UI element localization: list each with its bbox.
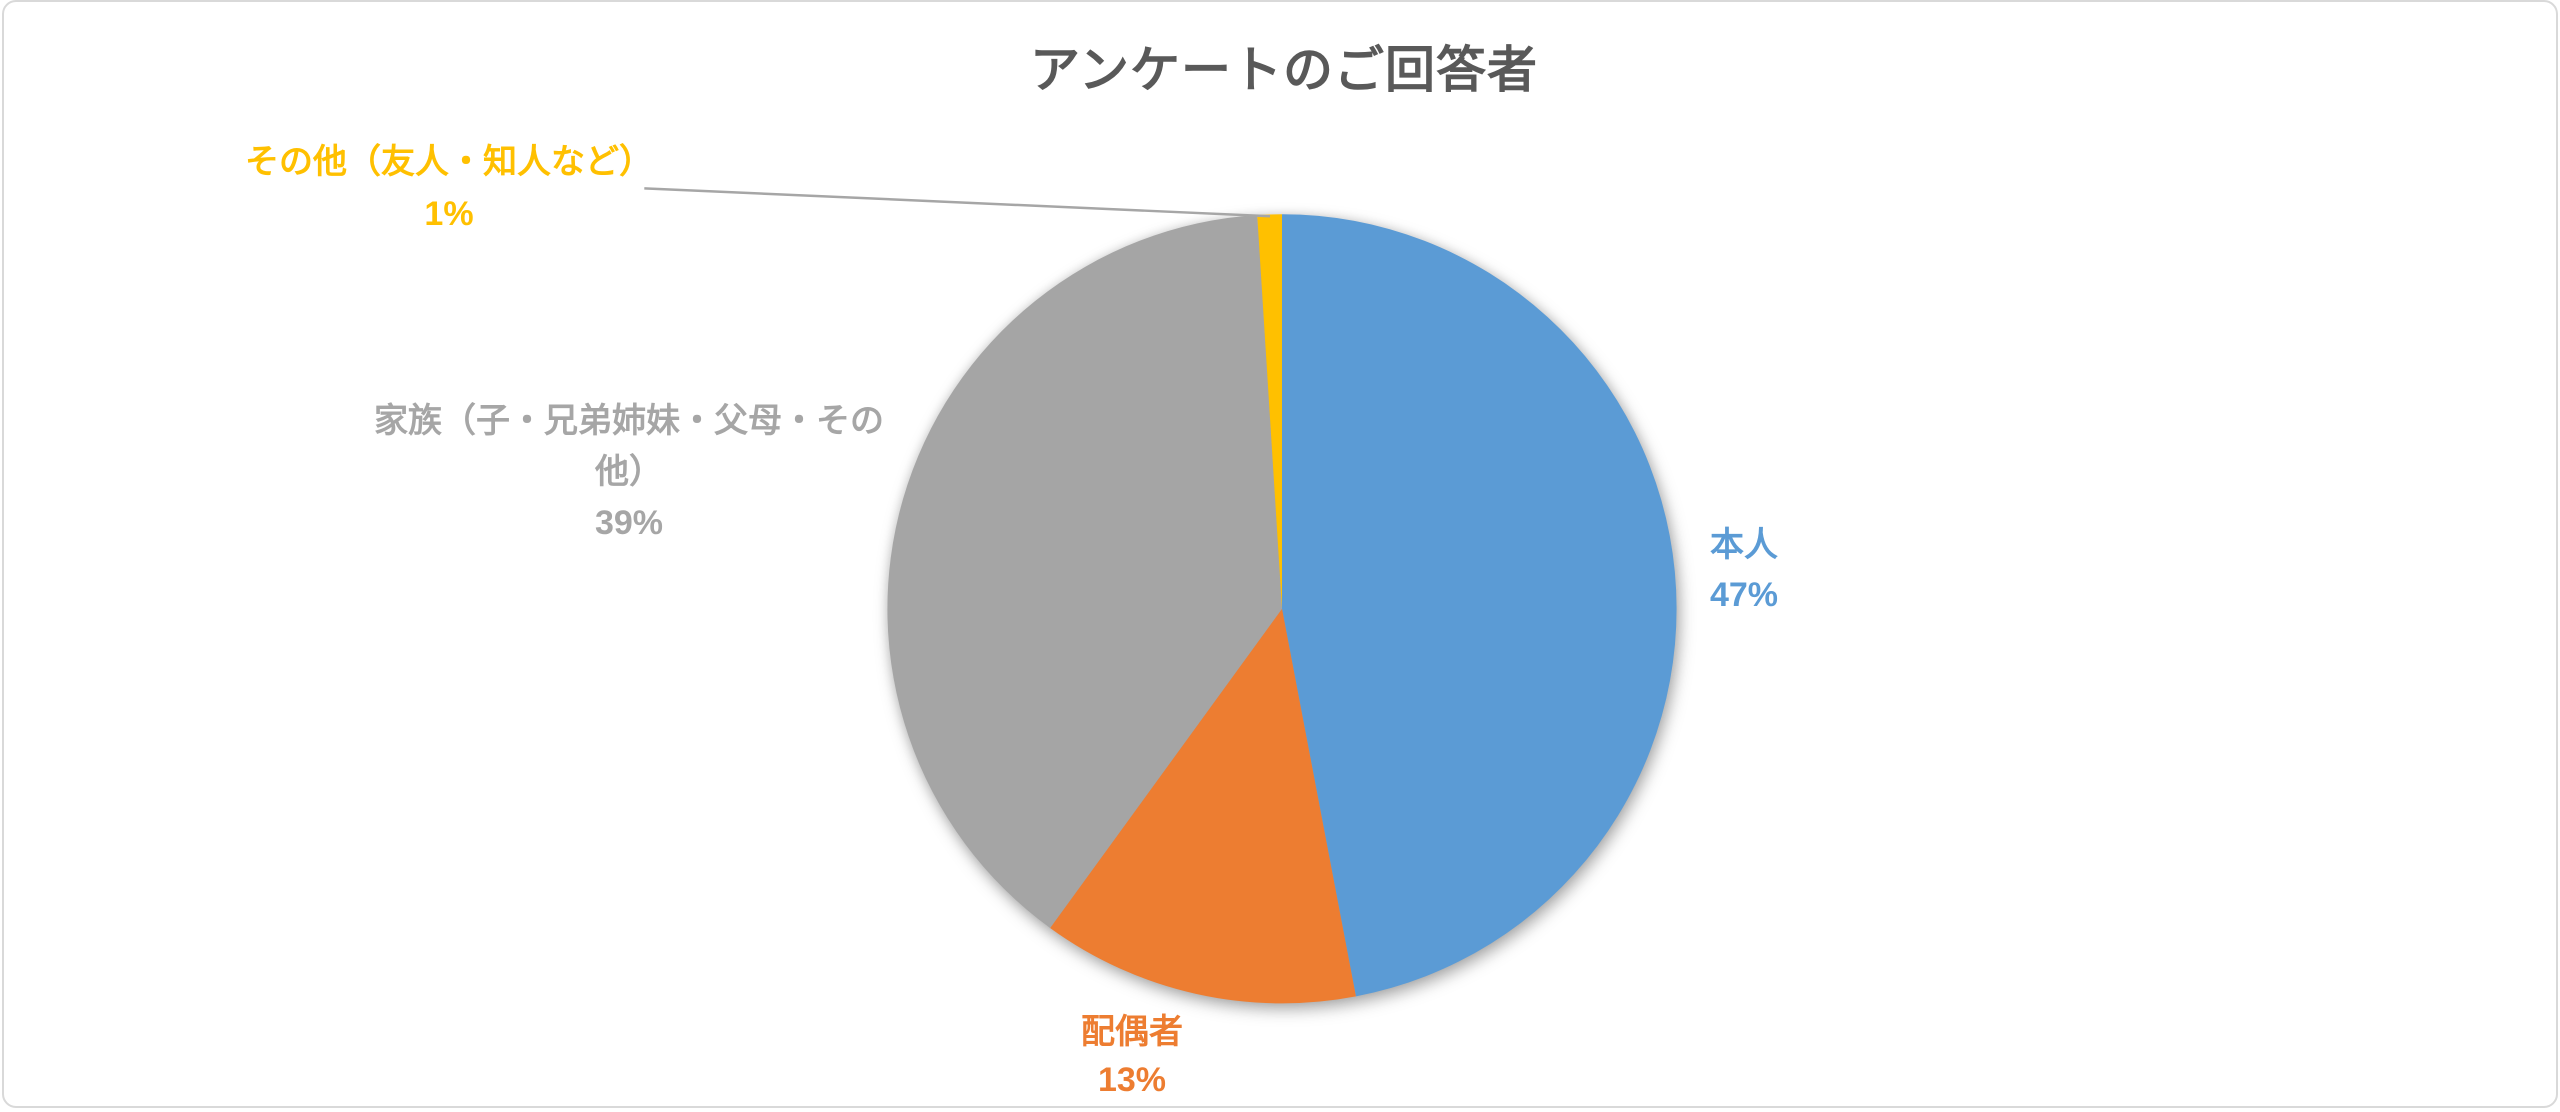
pie-slice-kazoku bbox=[887, 215, 1282, 929]
chart-title: アンケートのご回答者 bbox=[1030, 42, 1538, 98]
pie-slice-sonota bbox=[1257, 214, 1282, 609]
data-label-sonota-text: その他（友人・知人など） bbox=[245, 143, 653, 181]
data-label-kazoku-text-line1: 家族（子・兄弟姉妹・父母・その bbox=[374, 402, 884, 440]
data-label-honnin-text: 本人 bbox=[1710, 526, 1778, 564]
data-label-haigusha-pct: 13% bbox=[1097, 1061, 1167, 1099]
data-label-haigusha-text: 配偶者 bbox=[1081, 1013, 1183, 1051]
data-label-kazoku-text-line2: 他） bbox=[595, 453, 663, 491]
data-label-sonota-pct: 1% bbox=[424, 195, 474, 233]
data-label-sonota: その他（友人・知人など） 1% bbox=[245, 136, 653, 240]
data-label-honnin: 本人 47% bbox=[1710, 520, 1778, 620]
pie-slice-honnin bbox=[1281, 214, 1677, 997]
data-label-honnin-pct: 47% bbox=[1709, 576, 1779, 614]
leader-line-sonota bbox=[644, 187, 1271, 218]
data-label-kazoku-pct: 39% bbox=[594, 504, 664, 542]
pie-slice-haigusha bbox=[1050, 608, 1356, 1004]
pie-slices bbox=[887, 214, 1677, 1004]
data-label-haigusha: 配偶者 13% bbox=[1081, 1008, 1183, 1104]
pie-chart bbox=[644, 187, 1677, 1004]
data-label-kazoku: 家族（子・兄弟姉妹・父母・その 他） 39% bbox=[374, 396, 884, 549]
